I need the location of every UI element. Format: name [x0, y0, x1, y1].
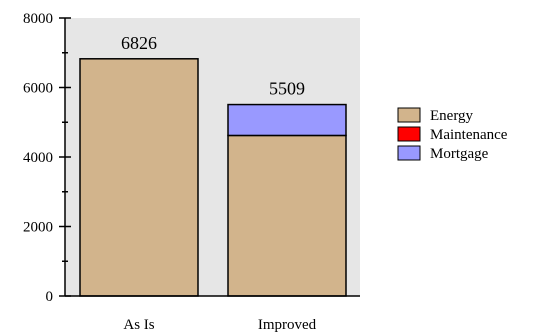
total-labels-group: 6826 5509: [121, 33, 305, 99]
y-tick-label: 2000: [23, 220, 53, 236]
legend-label-mortgage: Mortgage: [430, 146, 489, 162]
legend-label-maintenance: Maintenance: [430, 127, 508, 143]
legend: Energy Maintenance Mortgage: [397, 107, 508, 162]
legend-swatch-mortgage: [397, 145, 421, 161]
legend-swatch-energy: [397, 107, 421, 123]
y-tick-label: 6000: [23, 81, 53, 97]
total-label-improved: 5509: [269, 79, 305, 99]
bar-segment-mortgage-improved: [227, 103, 347, 137]
y-tick-label: 8000: [23, 11, 53, 27]
y-axis: 0 2000 4000 6000 8000: [23, 11, 360, 305]
legend-swatch-maintenance: [397, 126, 421, 142]
bars-group: [79, 58, 347, 297]
x-tick-label-as-is: As Is: [123, 317, 154, 332]
x-axis-categories: As Is Improved: [123, 317, 316, 332]
legend-label-energy: Energy: [430, 108, 474, 124]
bar-segment-energy-improved: [227, 134, 347, 297]
bar-segment-energy-as-is: [79, 58, 199, 297]
y-tick-label: 0: [46, 289, 54, 305]
y-tick-label: 4000: [23, 150, 53, 166]
total-label-as-is: 6826: [121, 33, 157, 53]
x-tick-label-improved: Improved: [258, 317, 317, 332]
